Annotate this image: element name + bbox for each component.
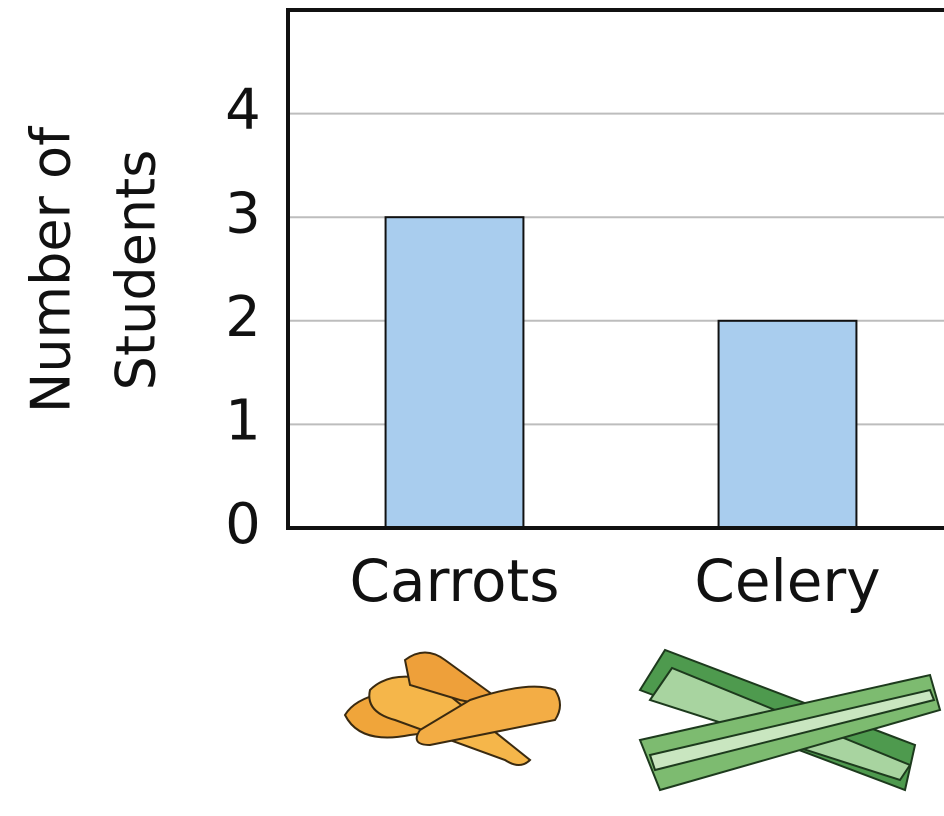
y-tick-label: 4: [225, 78, 261, 143]
y-tick-label: 3: [225, 181, 261, 246]
y-tick-label: 2: [225, 285, 261, 350]
bar: [719, 321, 857, 528]
bar: [386, 217, 524, 528]
chart: Number of Students 0 1 2 3 4 Carrots Celery: [0, 0, 944, 816]
y-tick-label: 1: [225, 389, 261, 454]
y-label: Number of Students: [20, 125, 168, 413]
y-tick-label: 0: [225, 492, 261, 557]
x-tick-label: Carrots: [350, 547, 560, 615]
x-tick-label: Celery: [694, 547, 880, 615]
y-label-line: Students: [105, 150, 168, 391]
y-label-line: Number of: [20, 125, 83, 413]
carrots-illustration: [345, 653, 560, 766]
celery-illustration: [640, 650, 940, 790]
